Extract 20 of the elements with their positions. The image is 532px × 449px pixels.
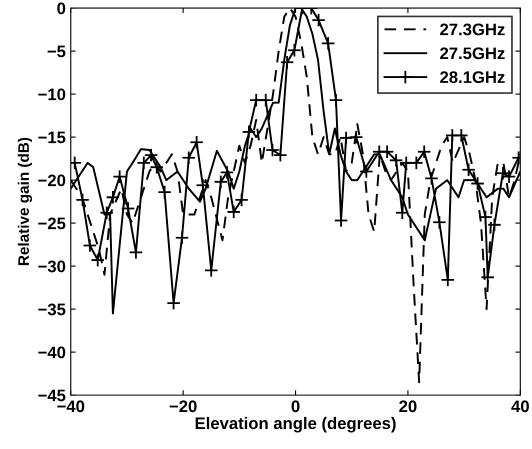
y-tick-label: −45 bbox=[38, 390, 66, 402]
y-tick-label: −20 bbox=[38, 174, 66, 186]
y-tick-label: 0 bbox=[57, 2, 66, 14]
x-tick-label: −40 bbox=[57, 400, 84, 412]
x-tick-label: 20 bbox=[399, 400, 416, 412]
x-tick-label: 40 bbox=[511, 400, 529, 412]
y-tick-label: −35 bbox=[38, 304, 66, 316]
y-axis-title: Relative gain (dB) bbox=[18, 138, 32, 266]
y-tick-label: −30 bbox=[38, 260, 66, 272]
legend-label: 27.5GHz bbox=[440, 47, 505, 60]
y-tick-label: −15 bbox=[38, 132, 66, 144]
y-tick-label: −40 bbox=[38, 346, 66, 358]
x-axis-title: Elevation angle (degrees) bbox=[196, 416, 396, 433]
y-tick-label: −10 bbox=[38, 88, 66, 100]
legend-label: 27.3GHz bbox=[440, 24, 505, 36]
legend-label: 28.1GHz bbox=[440, 71, 505, 84]
x-tick-label: 0 bbox=[292, 400, 300, 412]
y-tick-label: −5 bbox=[48, 46, 66, 58]
y-tick-label: −25 bbox=[38, 218, 66, 230]
x-tick-label: −20 bbox=[170, 400, 197, 412]
